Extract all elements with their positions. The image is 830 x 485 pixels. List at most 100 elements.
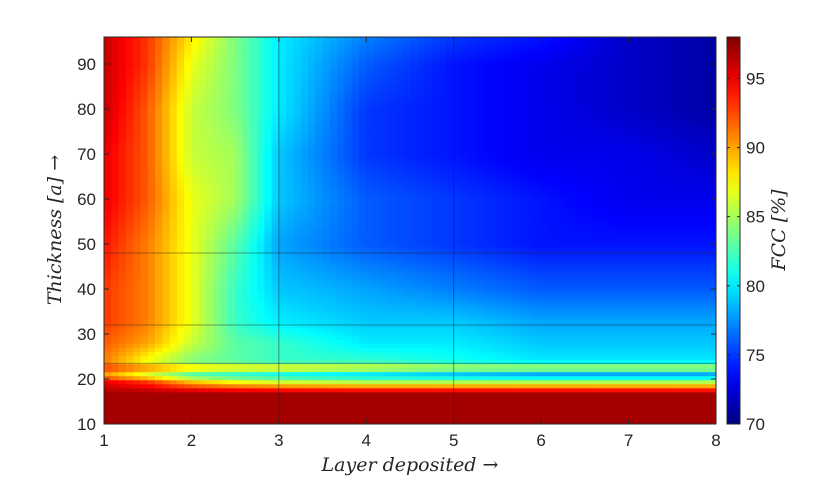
heatmap-cell [388, 262, 397, 268]
heatmap-cell [708, 415, 716, 421]
heatmap-cell [271, 351, 280, 357]
heatmap-cell [708, 226, 716, 232]
heatmap-cell [198, 299, 207, 304]
heatmap-cell [359, 331, 367, 336]
heatmap-cell [417, 274, 426, 280]
heatmap-cell [577, 375, 586, 381]
heatmap-cell [533, 367, 542, 373]
heatmap-cell [468, 395, 477, 401]
heatmap-cell [475, 246, 484, 252]
heatmap-cell [308, 339, 316, 344]
heatmap-cell [111, 395, 120, 401]
heatmap-cell [490, 339, 499, 344]
heatmap-cell [424, 278, 433, 284]
heatmap-cell [512, 411, 520, 417]
heatmap-cell [635, 246, 644, 252]
heatmap-cell [271, 339, 280, 344]
heatmap-cell [249, 351, 258, 357]
heatmap-cell [555, 343, 564, 349]
heatmap-cell [468, 331, 477, 336]
heatmap-cell [584, 282, 593, 288]
heatmap-cell [388, 290, 397, 296]
heatmap-cell [446, 218, 455, 224]
heatmap-cell [665, 303, 673, 308]
heatmap-cell [257, 282, 265, 288]
heatmap-cell [191, 214, 200, 219]
heatmap-cell [635, 230, 644, 236]
heatmap-cell [599, 367, 608, 373]
heatmap-cell [184, 395, 193, 401]
heatmap-cell [286, 411, 295, 417]
heatmap-cell [104, 290, 112, 296]
heatmap-cell [191, 347, 200, 353]
heatmap-cell [220, 407, 229, 413]
heatmap-cell [446, 303, 455, 308]
heatmap-cell [563, 419, 571, 424]
heatmap-cell [643, 186, 652, 191]
heatmap-cell [621, 206, 630, 211]
heatmap-cell [388, 403, 397, 409]
heatmap-cell [592, 303, 601, 308]
heatmap-cell [395, 210, 404, 215]
heatmap-cell [169, 339, 178, 344]
heatmap-cell [672, 206, 681, 211]
heatmap-cell [264, 258, 273, 264]
heatmap-cell [147, 403, 156, 409]
heatmap-cell [431, 246, 440, 252]
heatmap-cell [708, 387, 716, 393]
heatmap-cell [111, 303, 120, 308]
heatmap-cell [300, 383, 309, 389]
heatmap-cell [322, 278, 331, 284]
heatmap-cell [206, 339, 214, 344]
heatmap-cell [555, 206, 564, 211]
heatmap-cell [380, 403, 389, 409]
heatmap-cell [315, 270, 324, 276]
heatmap-cell [475, 234, 484, 240]
heatmap-cell [665, 347, 673, 353]
heatmap-cell [235, 415, 244, 421]
heatmap-cell [380, 383, 389, 389]
heatmap-cell [206, 266, 214, 272]
heatmap-cell [366, 238, 375, 244]
heatmap-cell [563, 415, 571, 421]
heatmap-cell [155, 242, 163, 248]
heatmap-cell [344, 319, 353, 324]
heatmap-cell [606, 311, 615, 316]
heatmap-cell [650, 262, 659, 268]
heatmap-cell [453, 399, 462, 405]
heatmap-cell [133, 190, 142, 195]
heatmap-cell [308, 411, 316, 417]
heatmap-cell [162, 307, 171, 312]
heatmap-cell [519, 274, 528, 280]
heatmap-cell [614, 383, 622, 389]
heatmap-cell [694, 194, 703, 199]
heatmap-cell [198, 274, 207, 280]
heatmap-cell [329, 359, 338, 365]
heatmap-cell [563, 371, 571, 377]
heatmap-cell [351, 202, 360, 207]
heatmap-cell [300, 218, 309, 224]
heatmap-cell [242, 295, 251, 300]
heatmap-cell [206, 355, 214, 361]
heatmap-cell [133, 295, 142, 300]
heatmap-cell [410, 246, 418, 252]
heatmap-cell [584, 391, 593, 397]
heatmap-cell [140, 290, 149, 296]
heatmap-cell [315, 242, 324, 248]
heatmap-cell [475, 411, 484, 417]
heatmap-cell [424, 371, 433, 377]
heatmap-cell [147, 415, 156, 421]
heatmap-cell [125, 347, 134, 353]
heatmap-cell [351, 323, 360, 328]
heatmap-cell [672, 214, 681, 219]
heatmap-cell [300, 246, 309, 252]
heatmap-cell [184, 266, 193, 272]
heatmap-cell [606, 387, 615, 393]
heatmap-cell [111, 242, 120, 248]
heatmap-cell [497, 186, 506, 191]
heatmap-cell [497, 303, 506, 308]
heatmap-cell [650, 387, 659, 393]
heatmap-cell [235, 206, 244, 211]
heatmap-cell [184, 379, 193, 385]
heatmap-cell [206, 299, 214, 304]
